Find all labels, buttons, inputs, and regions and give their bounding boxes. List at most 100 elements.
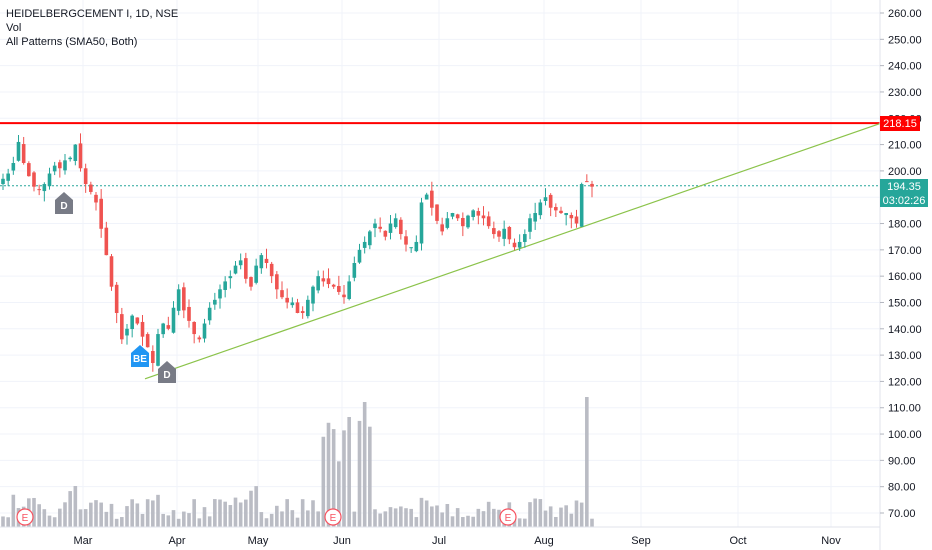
candle-body [357, 249, 362, 263]
volume-bar [192, 499, 196, 527]
candle-body [109, 256, 114, 287]
candle-body [213, 299, 217, 305]
volume-bar [52, 517, 57, 527]
volume-bar [512, 518, 517, 527]
candle-body [388, 223, 393, 233]
candle-body [32, 172, 36, 187]
grid [0, 0, 880, 527]
volume-bar [533, 498, 537, 527]
volume-bar [275, 505, 279, 527]
volume-bar [326, 422, 331, 527]
volume-bar [331, 429, 336, 527]
candle-body [161, 323, 165, 335]
volume-bar [218, 499, 222, 527]
volume-bar [264, 518, 269, 527]
candle-body [238, 260, 243, 266]
volume-bar [337, 461, 341, 527]
volume-bar [321, 436, 326, 527]
price-tick-label: 140.00 [888, 324, 922, 336]
candle-body [130, 315, 134, 330]
volume-bar [362, 402, 367, 527]
volume-bar [73, 486, 78, 527]
candle-body [264, 258, 269, 263]
symbol-title[interactable]: HEIDELBERGCEMENT I, 1D, NSE [6, 8, 179, 20]
volume-bar [445, 504, 450, 527]
volume-bar [269, 513, 274, 527]
volume-bar [280, 511, 284, 527]
volume-bar [63, 502, 67, 527]
volume-indicator-label[interactable]: Vol [6, 22, 22, 34]
time-tick-label: Oct [729, 535, 746, 547]
price-tick-label: 250.00 [888, 34, 922, 46]
candle-body [342, 294, 346, 298]
time-tick-label: Mar [74, 535, 93, 547]
volume-bar [228, 505, 233, 527]
volume-bar [316, 511, 320, 527]
candle-body [120, 314, 124, 340]
time-axis[interactable]: Mar Apr May Jun Jul Aug Sep Oct Nov [74, 535, 842, 547]
volume-bar [259, 512, 264, 527]
candle-body [502, 228, 506, 239]
candle-body [166, 325, 171, 329]
pattern-marker-shape [158, 361, 176, 383]
patterns-indicator-label[interactable]: All Patterns (SMA50, Both) [6, 36, 138, 48]
volume-bar [140, 513, 145, 527]
candle-body [347, 281, 351, 299]
candle-body [538, 202, 543, 216]
candle-body [362, 241, 367, 248]
candle-body [156, 334, 160, 366]
pattern-marker-label: D [163, 370, 170, 381]
time-tick-label: Apr [168, 535, 185, 547]
volume-bar [145, 499, 150, 527]
volume-bar [233, 497, 238, 527]
volume-bar [435, 505, 439, 527]
candle-body [300, 311, 305, 313]
price-tick-label: 110.00 [888, 403, 921, 415]
candle-body [37, 189, 41, 191]
price-tick-label: 180.00 [888, 219, 922, 231]
volume-bar [104, 511, 109, 527]
volume-bar [285, 499, 289, 527]
candle-body [440, 224, 444, 232]
earnings-marker: E [16, 508, 34, 526]
volume-bar [399, 506, 403, 527]
volume-bar [523, 518, 527, 527]
price-axis[interactable]: 70.00 80.00 90.00 100.00 110.00 120.00 130.00 1… [880, 8, 922, 520]
price-tick-label: 130.00 [888, 350, 922, 362]
candle-body [1, 178, 5, 185]
candle-body [223, 281, 227, 290]
volume-bar [471, 516, 475, 527]
volume-bar [120, 517, 124, 527]
candle-body [507, 226, 512, 240]
earnings-circle [16, 508, 34, 526]
candle-body [89, 184, 93, 192]
volume-bar [466, 515, 470, 527]
volume-bar [11, 494, 16, 527]
volume-bar [176, 518, 181, 527]
price-tick-label: 120.00 [888, 376, 922, 388]
price-tick-label: 90.00 [888, 455, 916, 467]
volume-bar [574, 500, 579, 527]
volume-bar [559, 507, 563, 527]
time-tick-label: Jun [333, 535, 351, 547]
volume-bar [342, 430, 346, 527]
candle-body [461, 218, 465, 227]
price-tick-label: 170.00 [888, 245, 922, 257]
pattern-marker-shape [55, 192, 73, 214]
candle-body [295, 302, 300, 313]
candle-body [337, 285, 341, 292]
candle-body [6, 173, 10, 181]
price-tick-label: 260.00 [888, 8, 922, 20]
volume-bar [548, 506, 553, 527]
volume-bar [497, 509, 501, 527]
volume-bar [130, 499, 134, 527]
candle-body [311, 286, 315, 304]
earnings-label: E [22, 513, 29, 524]
volume-bar [202, 507, 207, 527]
candle-body [523, 234, 527, 242]
volume-bar [424, 500, 429, 527]
candle-body [192, 322, 196, 335]
candle-body [228, 276, 233, 279]
candle-body [275, 274, 279, 290]
